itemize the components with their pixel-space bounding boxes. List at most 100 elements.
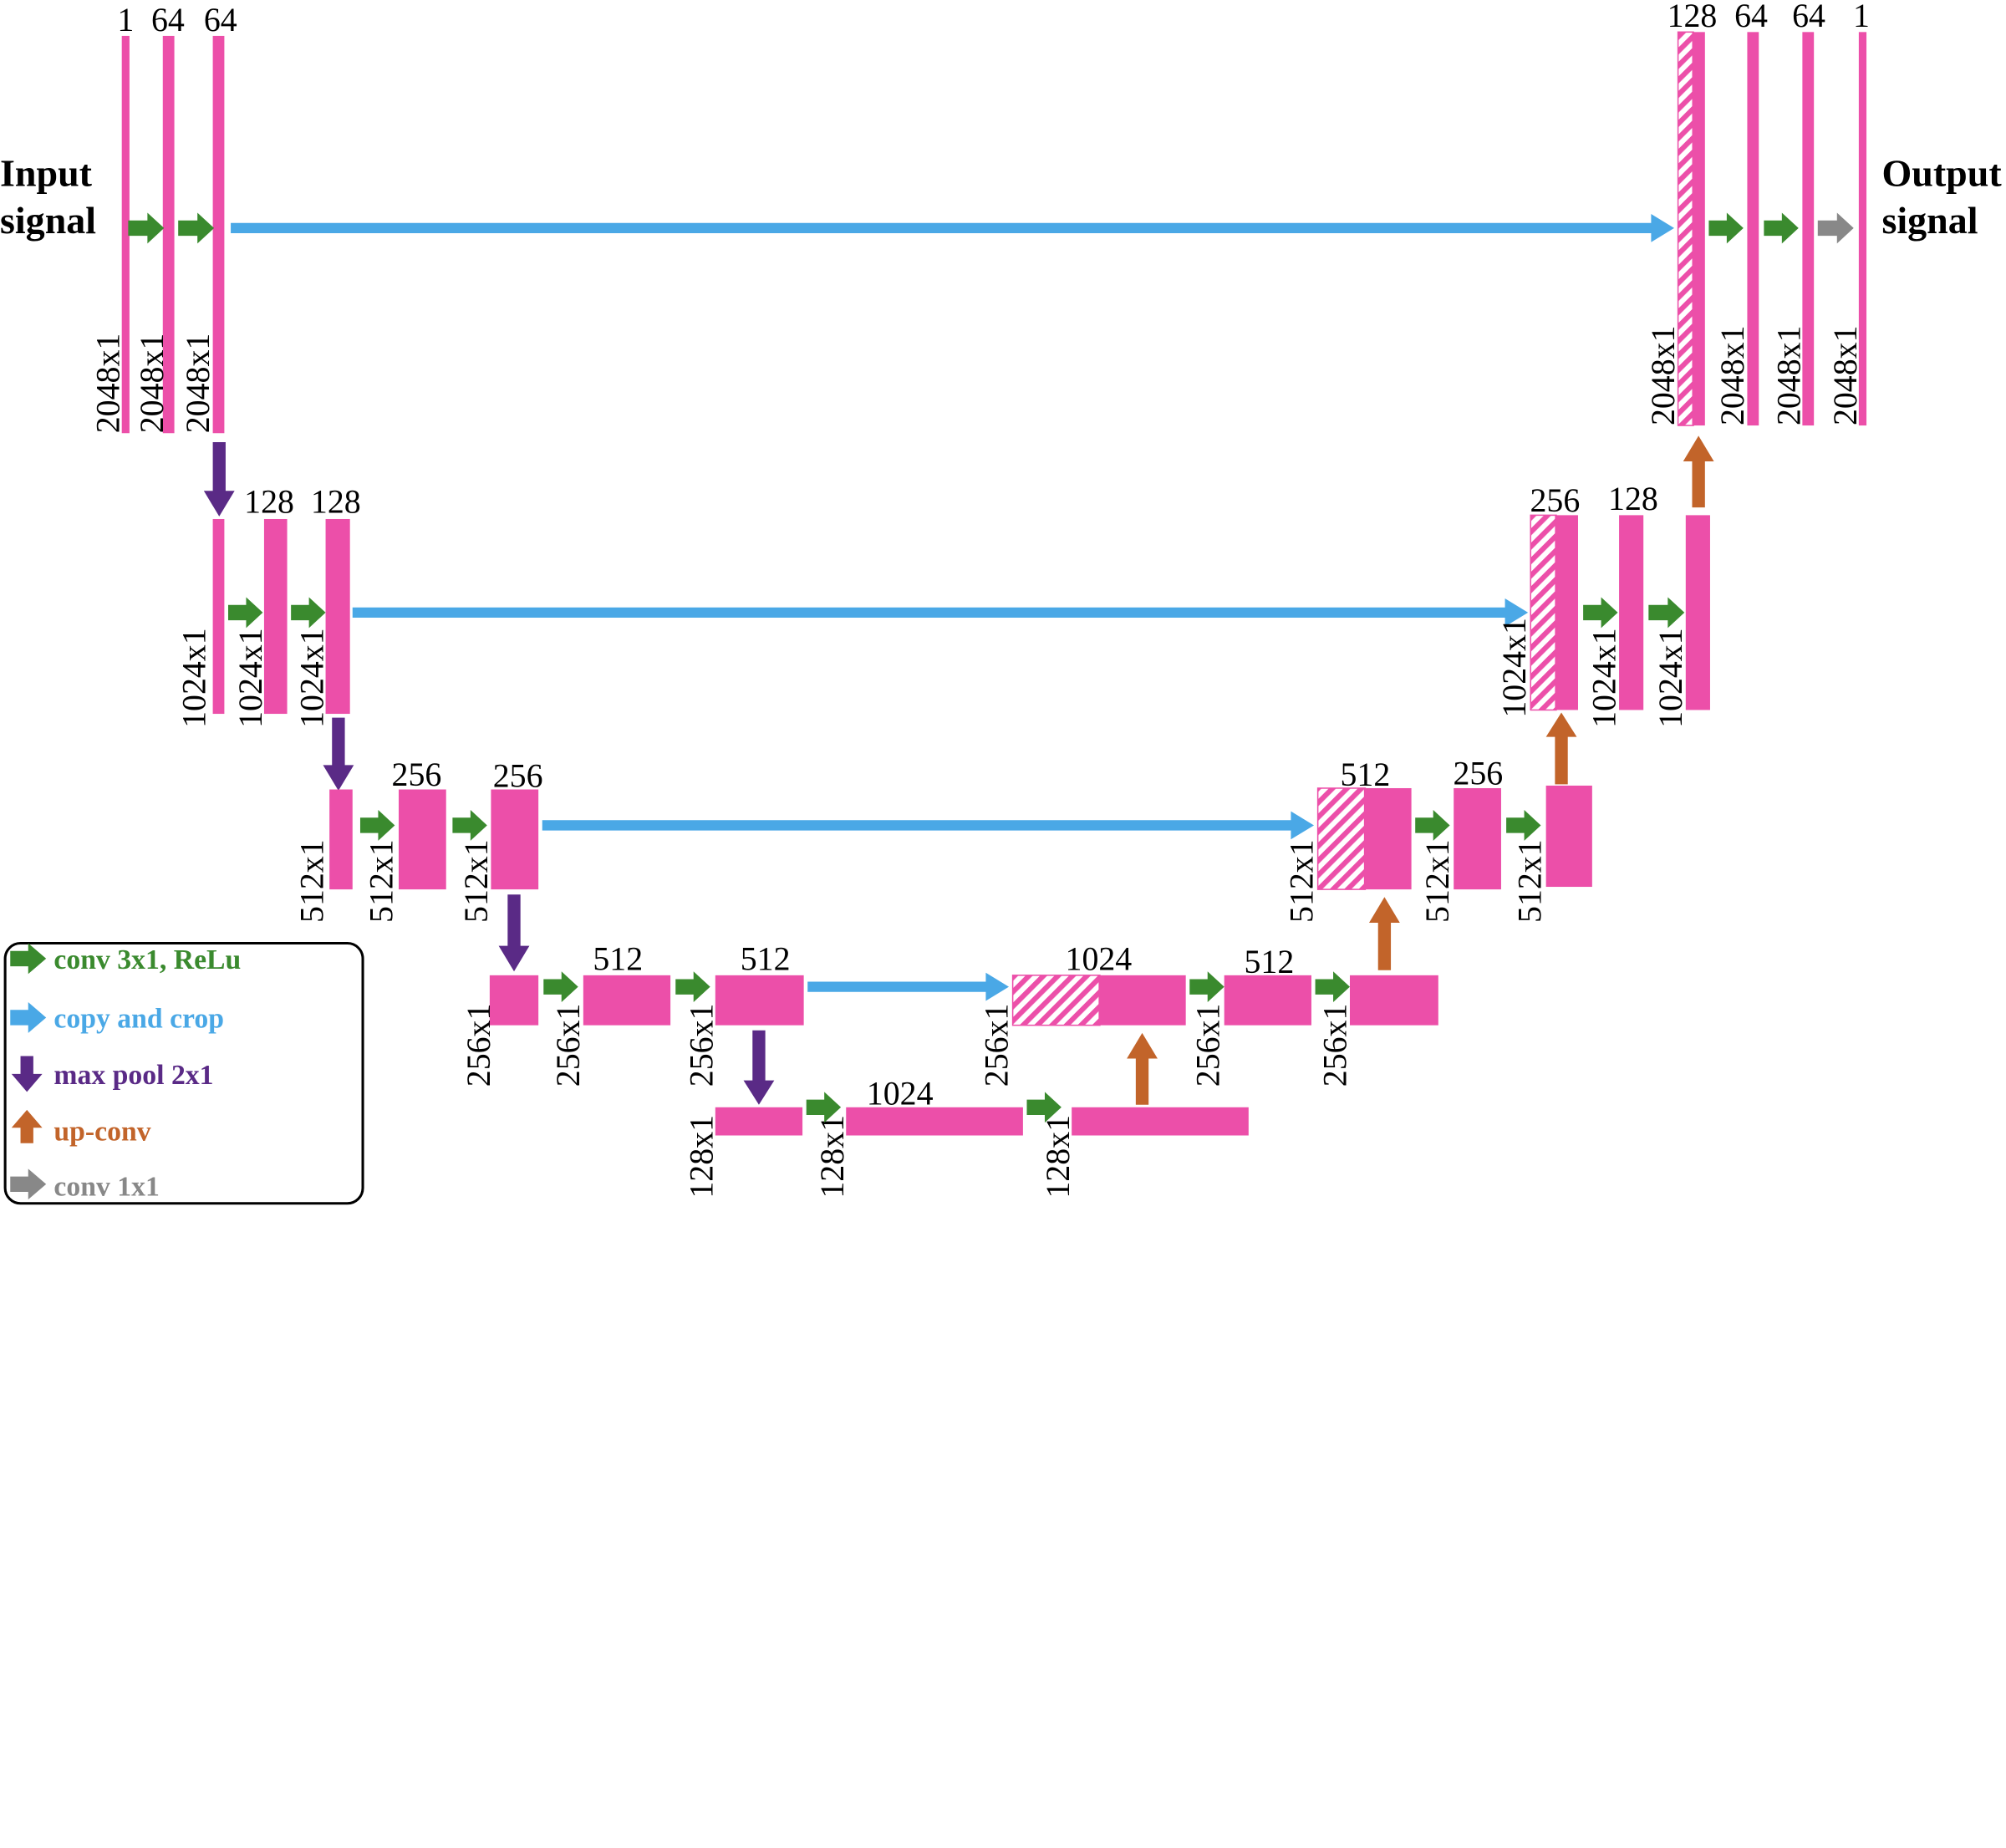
size-label: 2048x1 bbox=[1769, 325, 1807, 425]
copy-crop-arrow-l2 bbox=[352, 598, 1529, 627]
conv-arrow bbox=[1708, 212, 1744, 244]
up-conv-arrow-l5 bbox=[1127, 1032, 1158, 1105]
feature-map-l1-dec-1 bbox=[1692, 32, 1705, 426]
conv-arrow bbox=[1189, 971, 1224, 1003]
size-label: 256x1 bbox=[683, 1004, 720, 1087]
cropped-copy-l4 bbox=[1011, 975, 1101, 1026]
copy-crop-arrow-l3 bbox=[542, 811, 1315, 840]
channel-label: 1024 bbox=[867, 1075, 934, 1112]
size-label: 512x1 bbox=[362, 839, 400, 923]
conv-arrow bbox=[1415, 810, 1450, 841]
max-pool-arrow-l3 bbox=[498, 894, 530, 972]
size-label: 256x1 bbox=[977, 1004, 1015, 1087]
feature-map-l1-dec-3 bbox=[1802, 32, 1815, 426]
conv-arrow bbox=[1648, 597, 1685, 629]
size-label: 2048x1 bbox=[1713, 325, 1751, 425]
feature-map-l5-2 bbox=[846, 1107, 1023, 1136]
feature-map-l4-dec-3 bbox=[1349, 975, 1438, 1026]
feature-map-l1-enc-2 bbox=[162, 35, 175, 434]
channel-label: 128 bbox=[1608, 480, 1658, 517]
legend-conv1x1: conv 1x1 bbox=[53, 1172, 159, 1203]
conv-arrow bbox=[1506, 810, 1541, 841]
channel-label: 128 bbox=[1667, 0, 1718, 34]
size-label: 256x1 bbox=[460, 1004, 497, 1087]
conv-arrow-legend-icon bbox=[10, 943, 47, 975]
size-label: 512x1 bbox=[1418, 839, 1456, 923]
size-label: 2048x1 bbox=[1644, 325, 1682, 425]
channel-label: 512 bbox=[741, 940, 791, 978]
size-label: 1024x1 bbox=[1585, 628, 1622, 728]
size-label: 1024x1 bbox=[175, 628, 212, 728]
size-label: 1024x1 bbox=[232, 628, 269, 728]
size-label: 1024x1 bbox=[1652, 628, 1689, 728]
up-conv-arrow-l4 bbox=[1368, 897, 1400, 970]
size-label: 128x1 bbox=[683, 1115, 720, 1199]
feature-map-l2-dec-2 bbox=[1619, 515, 1644, 710]
conv1x1-arrow bbox=[1817, 212, 1854, 244]
channel-label: 64 bbox=[1734, 0, 1768, 34]
size-label: 256x1 bbox=[549, 1004, 587, 1087]
channel-label: 256 bbox=[1453, 754, 1503, 792]
up-conv-arrow-l3 bbox=[1545, 712, 1577, 785]
output-label-line2: signal bbox=[1881, 199, 1978, 242]
conv-arrow bbox=[178, 212, 215, 244]
copy-crop-arrow-l1 bbox=[231, 214, 1675, 242]
feature-map-l3-enc-2 bbox=[398, 789, 446, 890]
channel-label: 128 bbox=[244, 482, 294, 520]
feature-map-l2-dec-1 bbox=[1555, 515, 1578, 710]
size-label: 128x1 bbox=[1039, 1115, 1077, 1199]
input-label-line1: Input bbox=[0, 151, 93, 194]
feature-map-l3-dec-1 bbox=[1363, 787, 1412, 890]
feature-map-l4-dec-2 bbox=[1224, 975, 1311, 1026]
conv1x1-arrow-legend-icon bbox=[10, 1168, 47, 1200]
feature-map-l2-enc-3 bbox=[325, 518, 350, 715]
conv-arrow bbox=[806, 1092, 842, 1123]
input-label-line2: signal bbox=[0, 199, 96, 242]
conv-arrow bbox=[128, 212, 165, 244]
conv-arrow bbox=[543, 971, 578, 1003]
conv-arrow bbox=[359, 810, 395, 841]
size-label: 512x1 bbox=[1283, 839, 1321, 923]
feature-map-l2-dec-3 bbox=[1685, 515, 1710, 710]
size-label: 2048x1 bbox=[1826, 325, 1864, 425]
cropped-copy-l3 bbox=[1316, 787, 1367, 890]
feature-map-l1-enc-1 bbox=[121, 35, 130, 434]
feature-map-l5-3 bbox=[1072, 1107, 1249, 1136]
channel-label: 1 bbox=[1853, 0, 1870, 34]
feature-map-l2-enc-1 bbox=[212, 518, 225, 715]
copy-arrow-legend-icon bbox=[10, 1002, 47, 1033]
legend: conv 3x1, ReLu copy and crop max pool 2x… bbox=[3, 941, 364, 1205]
pool-arrow-legend-icon bbox=[11, 1056, 43, 1092]
size-label: 2048x1 bbox=[179, 333, 216, 434]
legend-conv: conv 3x1, ReLu bbox=[53, 944, 241, 975]
channel-label: 64 bbox=[151, 1, 185, 38]
feature-map-l4-enc-3 bbox=[715, 975, 804, 1026]
size-label: 512x1 bbox=[1511, 839, 1549, 923]
channel-label: 256 bbox=[392, 756, 442, 793]
channel-label: 1024 bbox=[1066, 940, 1133, 978]
size-label: 2048x1 bbox=[89, 333, 127, 434]
channel-label: 64 bbox=[204, 1, 237, 38]
conv-arrow bbox=[1315, 971, 1350, 1003]
feature-map-l3-dec-3 bbox=[1545, 785, 1592, 888]
conv-arrow bbox=[1026, 1092, 1062, 1123]
legend-pool: max pool 2x1 bbox=[53, 1060, 213, 1091]
upconv-arrow-legend-icon bbox=[11, 1109, 43, 1143]
channel-label: 256 bbox=[1530, 481, 1580, 519]
feature-map-l2-enc-2 bbox=[263, 518, 288, 715]
cropped-copy-l2 bbox=[1530, 514, 1557, 711]
size-label: 512x1 bbox=[457, 839, 495, 923]
feature-map-l4-dec-1 bbox=[1098, 975, 1186, 1026]
size-label: 1024x1 bbox=[1495, 618, 1533, 718]
conv-arrow bbox=[227, 597, 263, 629]
feature-map-output bbox=[1858, 32, 1867, 426]
size-label: 256x1 bbox=[1189, 1004, 1227, 1087]
feature-map-l1-enc-3 bbox=[212, 35, 225, 434]
legend-box bbox=[3, 941, 364, 1205]
channel-label: 512 bbox=[593, 940, 643, 978]
conv-arrow bbox=[1583, 597, 1618, 629]
feature-map-l4-enc-2 bbox=[583, 975, 671, 1026]
up-conv-arrow-l2 bbox=[1683, 435, 1714, 508]
size-label: 512x1 bbox=[293, 839, 330, 923]
